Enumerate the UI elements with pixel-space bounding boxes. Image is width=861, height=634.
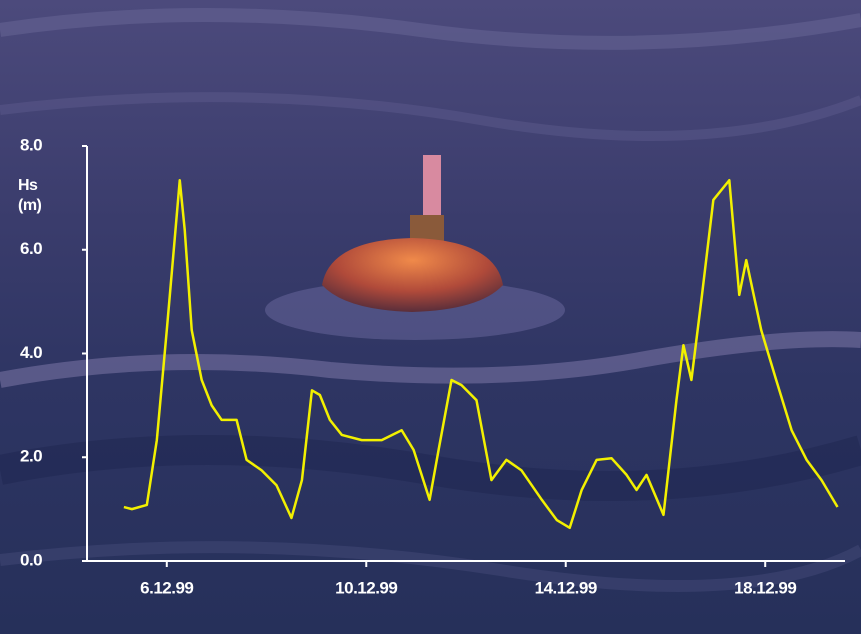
page: 0.0 2.0 4.0 6.0 8.0 6.12.99 10.12.99 14.12.99 18… bbox=[0, 0, 861, 634]
y-axis-label: Hs (m) bbox=[18, 176, 48, 216]
y-tick-label: 8.0 bbox=[20, 135, 42, 154]
y-tick-label: 2.0 bbox=[20, 447, 42, 466]
chart: 0.0 2.0 4.0 6.0 8.0 6.12.99 10.12.99 14.12.99 18… bbox=[0, 0, 861, 634]
x-tick-label: 10.12.99 bbox=[335, 578, 397, 597]
y-tick-label: 0.0 bbox=[20, 550, 42, 569]
x-tick-label: 6.12.99 bbox=[140, 578, 193, 597]
background bbox=[0, 0, 861, 634]
y-tick-label: 4.0 bbox=[20, 343, 42, 362]
x-tick-label: 18.12.99 bbox=[734, 578, 796, 597]
y-tick-label: 6.0 bbox=[20, 239, 42, 258]
x-tick-label: 14.12.99 bbox=[535, 578, 597, 597]
